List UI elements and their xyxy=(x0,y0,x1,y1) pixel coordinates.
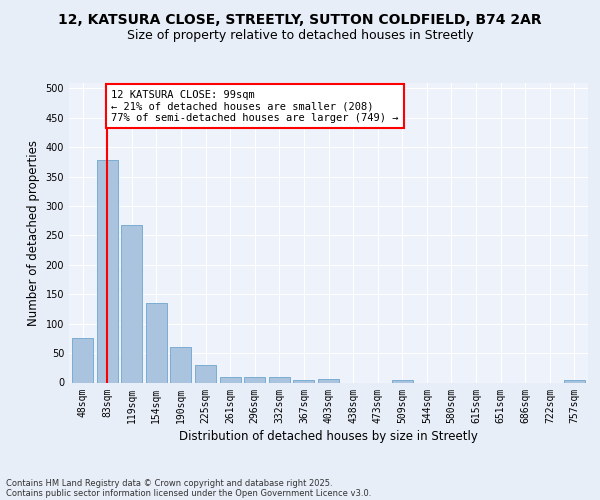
Text: 12 KATSURA CLOSE: 99sqm
← 21% of detached houses are smaller (208)
77% of semi-d: 12 KATSURA CLOSE: 99sqm ← 21% of detache… xyxy=(111,90,398,123)
Text: 12, KATSURA CLOSE, STREETLY, SUTTON COLDFIELD, B74 2AR: 12, KATSURA CLOSE, STREETLY, SUTTON COLD… xyxy=(58,12,542,26)
Text: Contains HM Land Registry data © Crown copyright and database right 2025.: Contains HM Land Registry data © Crown c… xyxy=(6,478,332,488)
Bar xyxy=(269,376,290,382)
Bar xyxy=(293,380,314,382)
Bar xyxy=(392,380,413,382)
Bar xyxy=(121,226,142,382)
Bar xyxy=(195,365,216,382)
Bar xyxy=(244,376,265,382)
Bar xyxy=(318,379,339,382)
Bar xyxy=(146,302,167,382)
Bar xyxy=(97,160,118,382)
Bar xyxy=(170,346,191,382)
Y-axis label: Number of detached properties: Number of detached properties xyxy=(27,140,40,326)
X-axis label: Distribution of detached houses by size in Streetly: Distribution of detached houses by size … xyxy=(179,430,478,442)
Text: Contains public sector information licensed under the Open Government Licence v3: Contains public sector information licen… xyxy=(6,488,371,498)
Bar xyxy=(72,338,93,382)
Text: Size of property relative to detached houses in Streetly: Size of property relative to detached ho… xyxy=(127,29,473,42)
Bar xyxy=(220,376,241,382)
Bar xyxy=(564,380,585,382)
